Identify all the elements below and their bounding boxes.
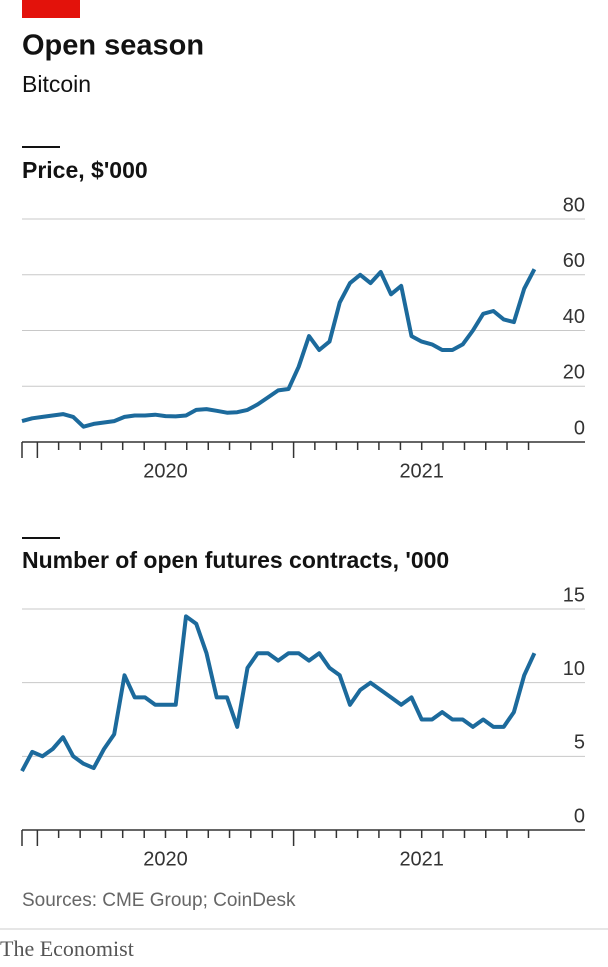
chart-title: Price, $'000: [22, 157, 148, 183]
y-tick-label: 15: [563, 584, 585, 606]
title: Open season: [22, 30, 204, 62]
source: Sources: CME Group; CoinDesk: [22, 890, 296, 911]
y-tick-label: 0: [574, 417, 585, 439]
price-line: [20, 614, 537, 773]
y-tick-label: 20: [563, 362, 585, 384]
chart-title: Number of open futures contracts, '000: [22, 547, 449, 573]
brand: The Economist: [0, 936, 134, 961]
x-tick-label: 2020: [143, 848, 188, 870]
subtitle: Bitcoin: [22, 71, 91, 97]
y-tick-label: 60: [563, 250, 585, 272]
x-tick-label: 2020: [143, 460, 188, 482]
y-tick-label: 80: [563, 194, 585, 216]
y-tick-label: 5: [574, 732, 585, 754]
x-tick-label: 2021: [399, 848, 444, 870]
brand-flag: [22, 0, 80, 18]
x-tick-label: 2021: [399, 460, 444, 482]
y-tick-label: 10: [563, 658, 585, 680]
price-line: [21, 268, 537, 429]
y-tick-label: 40: [563, 306, 585, 328]
y-tick-label: 0: [574, 805, 585, 827]
